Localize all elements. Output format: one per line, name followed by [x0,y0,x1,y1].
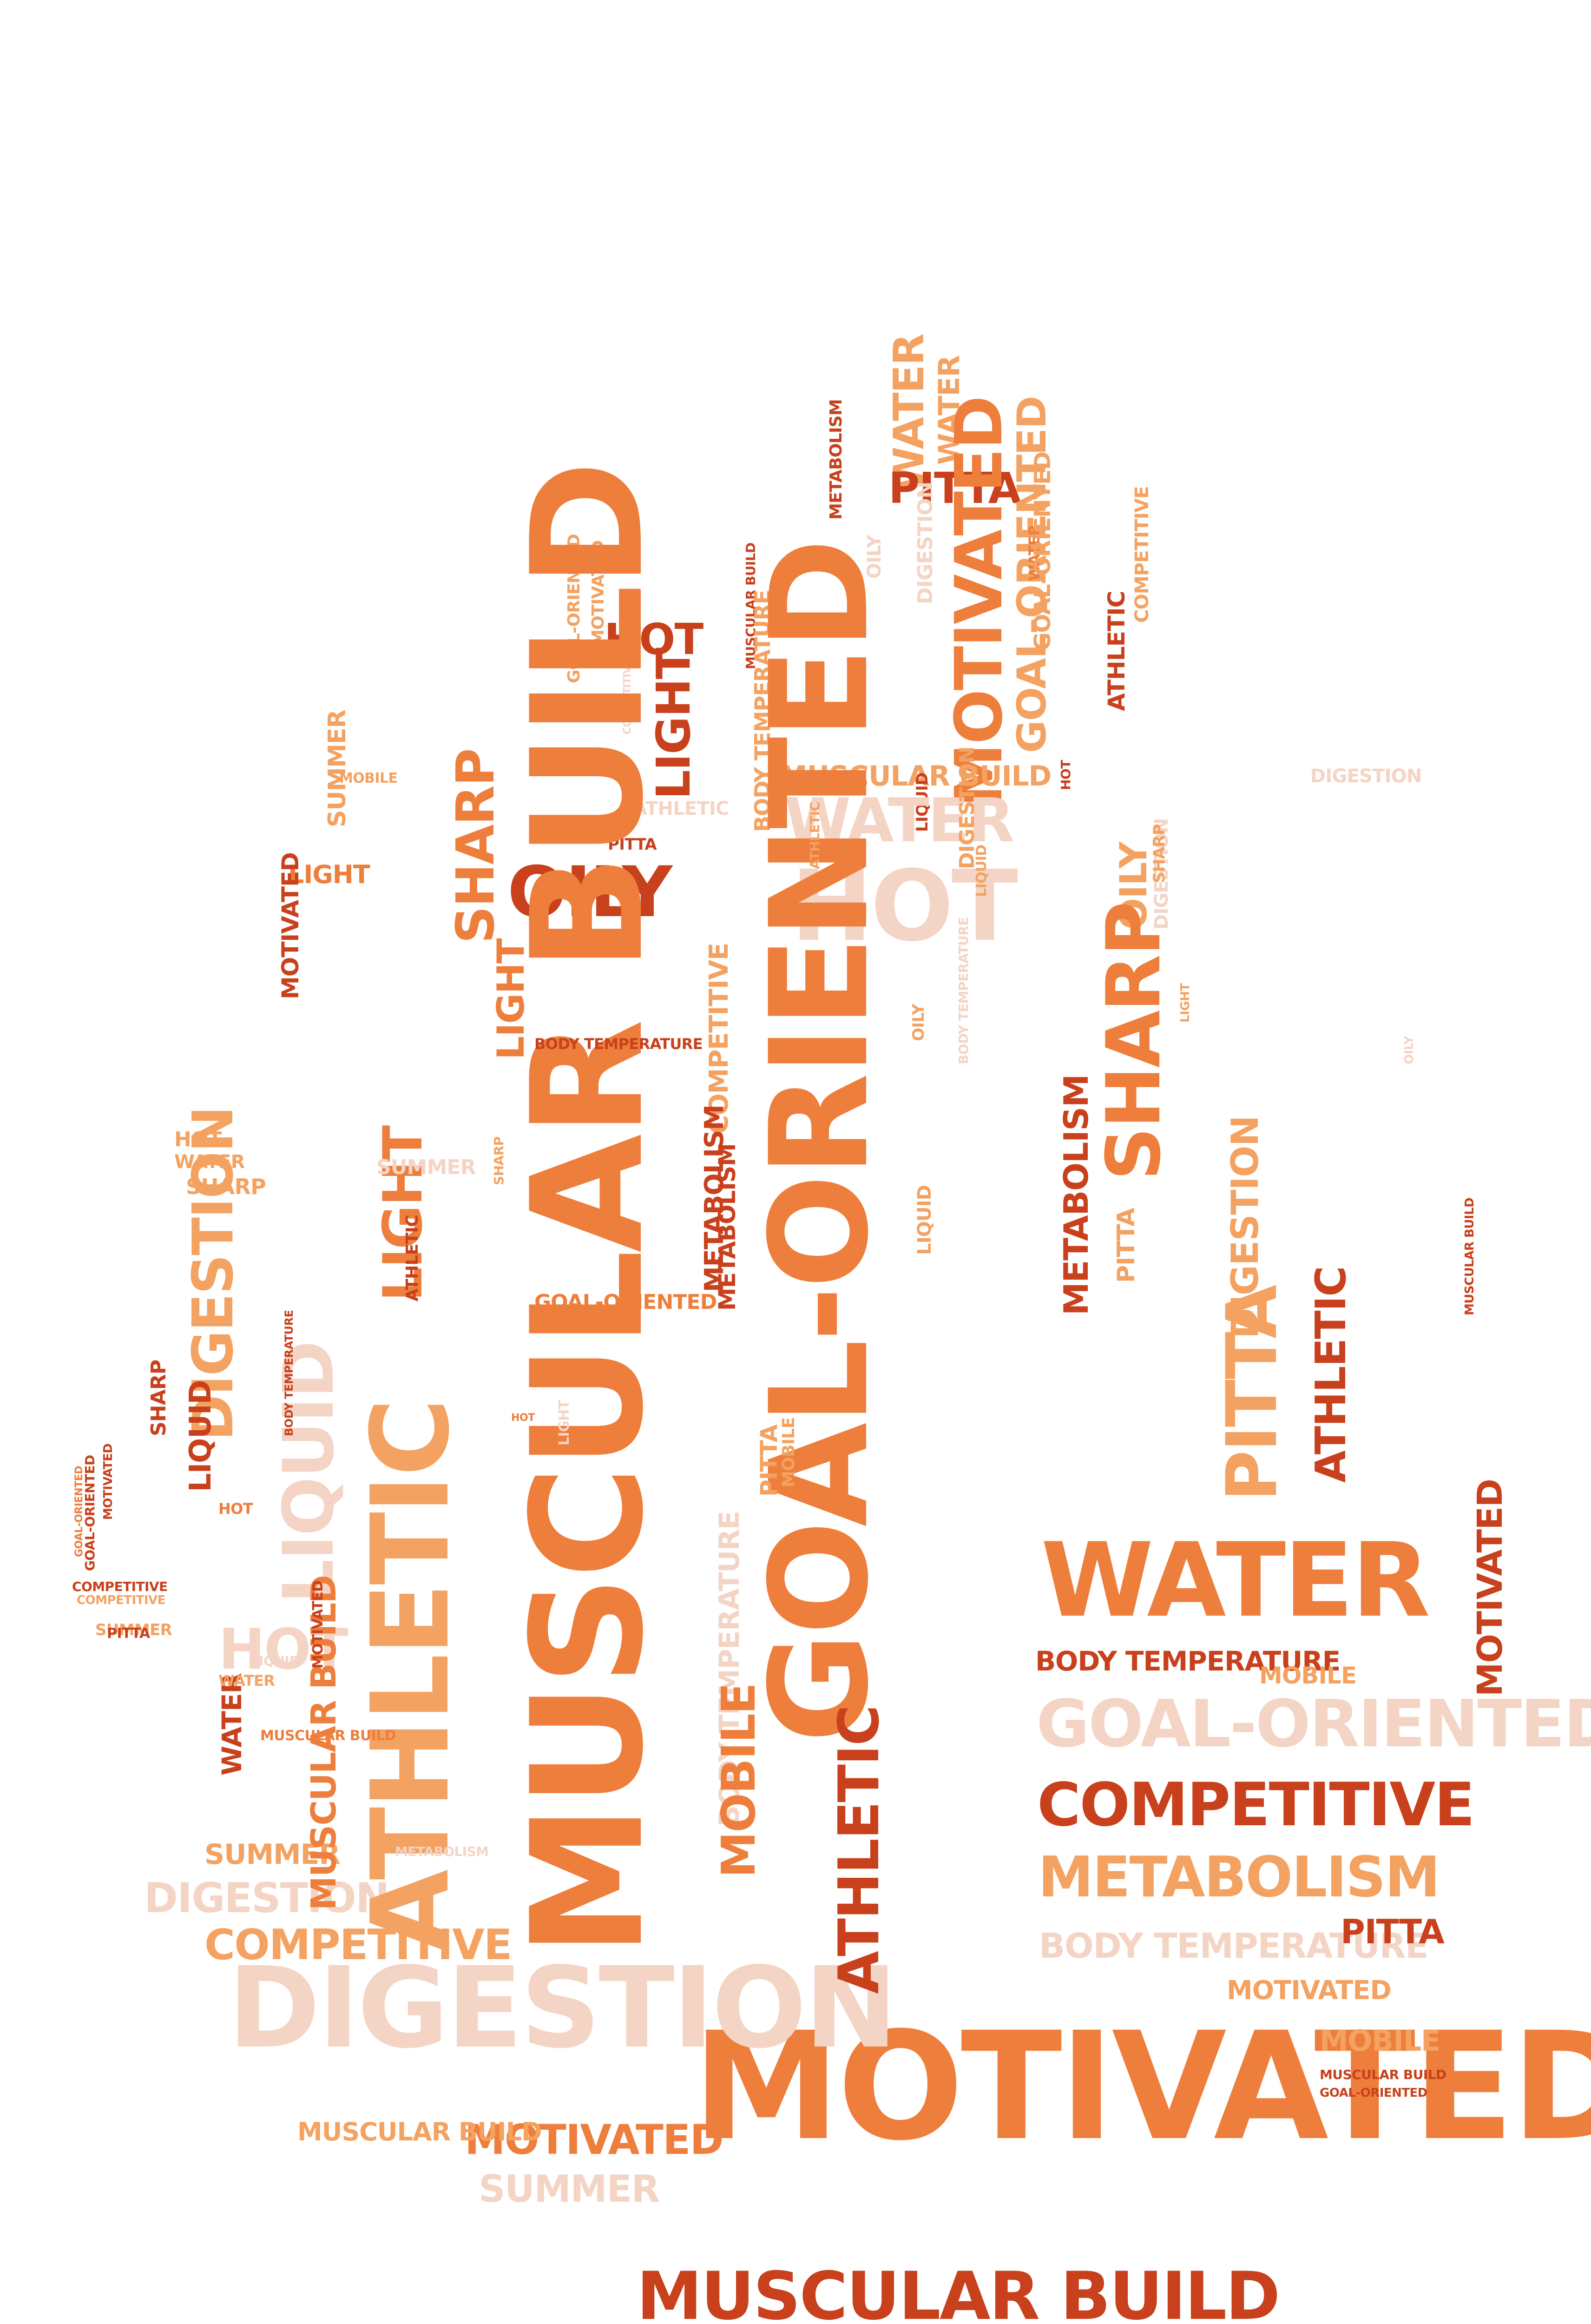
word: MOBILE [711,1684,766,1878]
word: OILY [1402,1036,1416,1064]
word: ATHLETIC [807,802,822,869]
word: LIGHT [1178,983,1192,1023]
word: MUSCULAR BUILD [1320,2067,1446,2082]
word: GOAL-ORIENTED [742,541,898,1743]
word: SUMMER [204,1838,341,1871]
word: HOT [218,1500,253,1518]
word: METABOLISM [827,399,846,520]
word: COMPETITIVE [1037,1770,1475,1840]
word: MOBILE [1320,2024,1440,2058]
word: ATHLETIC [633,798,729,819]
word: LIQUID [914,1185,935,1255]
word: PITTA [1112,1208,1140,1283]
word: MUSCULAR BUILD [499,463,677,1957]
word: MOTIVATED [310,1580,326,1669]
word: SHARP [186,1174,266,1199]
word: LIQUID [184,1380,218,1492]
word: ATHLETIC [349,1400,473,1952]
word: HOT [218,1618,348,1682]
word: ATHLETIC [1307,1267,1355,1483]
word: SHARP [147,1360,171,1436]
word: SHARP [1090,903,1177,1181]
word: HOT [511,1412,535,1424]
word: DIGESTION [1310,766,1422,787]
word: MOBILE [339,770,398,786]
word: MOTIVATED [465,2116,724,2164]
word: HOT [174,1128,222,1151]
word: WATER [1041,1521,1430,1640]
word: OILY [909,1004,928,1041]
word: DIGESTION [914,482,937,604]
word: HOT [791,849,1018,963]
word: COMPETITIVE [72,1579,168,1594]
word: ATHLETIC [403,1215,422,1301]
word: MUSCULAR BUILD [297,2117,542,2146]
word: WATER [784,785,1014,856]
word: DIGESTION [228,1943,898,2073]
word: GOAL-ORIENTED [534,1290,717,1314]
word: WATER [174,1151,245,1173]
word: LIQUID [973,845,990,897]
word: MUSCULAR BUILD [637,2258,1280,2324]
word: GOAL-ORIENTED [1030,451,1056,651]
word: MUSCULAR BUILD [260,1728,396,1744]
word: SHARP [491,1136,506,1185]
word: COMPETITIVE [204,1921,512,1969]
word: PITTA [107,1625,150,1642]
word: GOAL-ORIENTED [1036,1686,1591,1762]
word: BODY TEMPERATURE [534,1035,703,1053]
word: HOT [604,614,703,664]
word: METABOLISM [1057,1075,1096,1315]
word: METABOLISM [714,1143,741,1311]
word: PITTA [608,835,657,854]
word: PITTA [756,1425,782,1497]
word: MOBILE [1259,1662,1357,1689]
word: COMPETITIVE [1131,486,1153,623]
word: SHARP [1150,824,1169,883]
word: SHARP [446,749,506,944]
word: MUSCULAR BUILD [1463,1197,1477,1315]
word: BODY TEMPERATURE [956,917,971,1064]
word: MOTIVATED [941,396,1017,808]
word: MOTIVATED [277,852,304,999]
word: GOAL-ORIENTED [82,1455,98,1571]
word: SUMMER [95,1621,172,1639]
word: HOT [1058,760,1073,790]
word: MOTIVATED [101,1443,115,1520]
word: LIQUID [251,1653,300,1669]
word: SUMMER [376,1155,476,1179]
word: WATER [218,1672,275,1690]
word: ATHLETIC [827,1706,892,1994]
word: SUMMER [479,2167,660,2211]
word: DIGESTION [144,1874,390,1922]
word: LIGHT [288,860,370,889]
word: BODY TEMPERATURE [1035,1645,1341,1677]
word: PITTA [1212,1286,1293,1501]
word: SUMMER [323,710,351,828]
word: PITTA [1341,1912,1445,1951]
word: BODY TEMPERATURE [283,1310,296,1436]
word: GOAL-ORIENTED [73,1466,85,1557]
word: MOTIVATED [1470,1479,1510,1697]
word: PITTA [888,463,1021,513]
word: MUSCULAR BUILD [780,760,1052,792]
word: ATHLETIC [1103,591,1130,711]
word: MOTIVATED [1227,1975,1392,2006]
word: COMPETITIVE [77,1593,165,1607]
word: METABOLISM [395,1844,489,1859]
word: OILY [507,852,672,933]
word: BODY TEMPERATURE [1039,1926,1429,1966]
word: METABOLISM [1038,1845,1440,1910]
word: GOAL-ORIENTED [1320,2086,1427,2100]
word: MOTIVATED [692,2000,1591,2173]
word: LIGHT [489,939,533,1060]
word: MOBILE [779,1417,798,1487]
word: LIGHT [556,1400,572,1446]
